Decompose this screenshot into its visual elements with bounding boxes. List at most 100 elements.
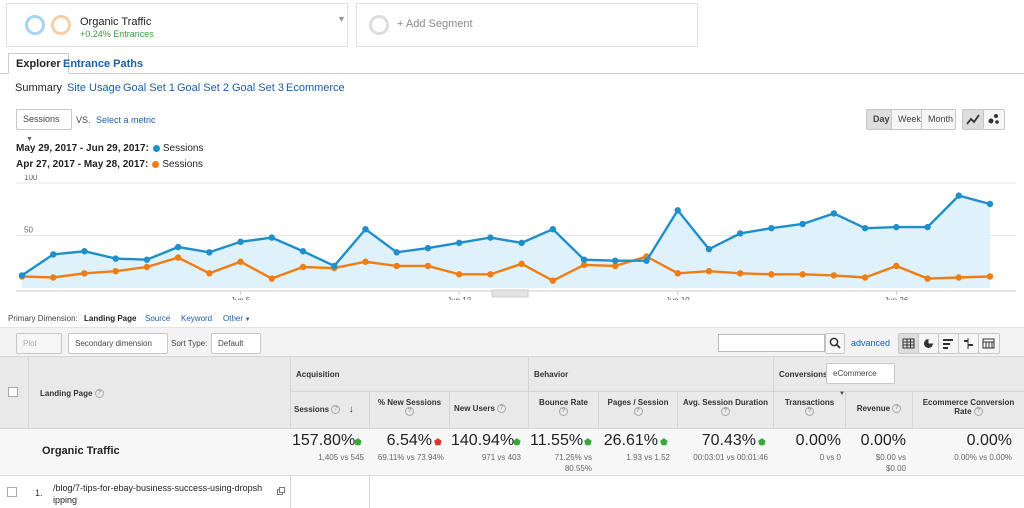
subnav-goal-set-2[interactable]: Goal Set 2 xyxy=(177,82,229,94)
select-all-checkbox[interactable] xyxy=(8,387,18,397)
subnav-site-usage[interactable]: Site Usage xyxy=(67,82,121,94)
data-point-previous xyxy=(549,277,557,284)
data-point-current xyxy=(924,223,931,231)
dimension-keyword[interactable]: Keyword xyxy=(181,314,213,323)
pivot-view-button[interactable] xyxy=(978,333,1000,354)
sort-type-label: Sort Type: xyxy=(171,339,208,348)
help-icon[interactable]: ? xyxy=(497,404,507,414)
granularity-week-button[interactable]: Week xyxy=(891,109,922,130)
subnav-goal-set-3[interactable]: Goal Set 3 xyxy=(232,82,284,94)
col-pages-session-label: Pages / Session xyxy=(607,398,669,407)
segment-organic-traffic[interactable]: Organic Traffic +0.24% Entrances ▼ xyxy=(6,3,348,47)
dimension-source[interactable]: Source xyxy=(145,314,171,323)
granularity-month-button[interactable]: Month xyxy=(921,109,956,130)
subnav-ecommerce[interactable]: Ecommerce xyxy=(286,82,345,94)
data-point-current xyxy=(674,207,681,214)
comparison-view-button[interactable] xyxy=(958,333,979,354)
data-point-previous xyxy=(736,270,744,277)
table-view-button[interactable] xyxy=(898,333,919,354)
granularity-day-button[interactable]: Day xyxy=(866,109,892,130)
data-point-current xyxy=(861,224,869,232)
row-number: 1. xyxy=(35,488,43,498)
plot-rows-button[interactable]: Plot Rows xyxy=(16,333,62,367)
dimension-other[interactable]: Other ▼ xyxy=(223,314,251,323)
col-landing-page[interactable]: Landing Page ? xyxy=(40,389,104,399)
advanced-link[interactable]: advanced xyxy=(851,338,891,348)
tab-entrance-paths[interactable]: Entrance Paths xyxy=(63,58,144,70)
chevron-down-icon[interactable]: ▼ xyxy=(337,14,346,24)
x-tick-label: Jun 19 xyxy=(666,296,691,300)
col-avg-session-duration[interactable]: Avg. Session Duration? xyxy=(678,398,773,417)
col-ecr-label: Ecommerce Conversion Rate xyxy=(922,398,1015,416)
chevron-down-icon: ▼ xyxy=(839,391,845,397)
secondary-dimension-select[interactable]: Secondary dimension ▼ xyxy=(68,333,168,367)
data-point-previous xyxy=(50,274,57,281)
y-tick-label: 100 xyxy=(24,175,38,182)
pie-view-button[interactable] xyxy=(918,333,939,354)
summary-duration-value: 70.43% xyxy=(701,432,756,449)
data-point-previous xyxy=(674,270,681,277)
help-icon[interactable]: ? xyxy=(405,407,414,417)
col-pages-session[interactable]: Pages / Session? xyxy=(599,398,677,417)
line-chart-button[interactable] xyxy=(962,109,984,130)
col-sessions[interactable]: Sessions ? ↓ xyxy=(294,404,366,415)
up-arrow-icon: ⬟ xyxy=(758,437,766,447)
sessions-line-chart: 100 50 Jun 5 Jun 12 Jun 19 Jun 26 xyxy=(16,175,1016,300)
search-icon xyxy=(829,337,841,349)
data-point-previous xyxy=(174,254,182,261)
col-new-users[interactable]: New Users ? xyxy=(454,404,526,414)
sort-type-select[interactable]: Default ▼ xyxy=(211,333,261,367)
summary-bounce-value: 11.55% xyxy=(530,432,584,449)
x-tick-label: Jun 26 xyxy=(884,296,909,300)
bar-list-icon xyxy=(943,339,953,349)
data-point-previous xyxy=(299,263,307,271)
summary-pages-value: 26.61% xyxy=(603,432,658,449)
help-icon[interactable]: ? xyxy=(721,407,730,417)
help-icon[interactable]: ? xyxy=(559,407,568,417)
table-search-input[interactable] xyxy=(718,334,825,352)
dimension-landing-page[interactable]: Landing Page xyxy=(84,314,137,323)
dimension-other-label: Other xyxy=(223,314,244,323)
help-icon[interactable]: ? xyxy=(331,405,341,415)
col-ecommerce-conversion-rate[interactable]: Ecommerce Conversion Rate ? xyxy=(913,398,1024,417)
col-new-sessions[interactable]: % New Sessions? xyxy=(370,398,449,417)
subnav-summary[interactable]: Summary xyxy=(15,82,63,94)
performance-view-button[interactable] xyxy=(938,333,959,354)
data-point-current xyxy=(893,223,900,231)
data-point-previous xyxy=(955,274,962,281)
add-segment-box[interactable]: + Add Segment xyxy=(356,3,698,47)
group-conversions: Conversions xyxy=(779,370,828,379)
col-transactions[interactable]: Transactions? xyxy=(774,398,845,417)
help-icon[interactable]: ? xyxy=(892,404,902,414)
up-arrow-icon: ⬟ xyxy=(513,437,521,447)
col-revenue[interactable]: Revenue ? xyxy=(846,404,912,414)
group-divider-line xyxy=(290,391,1024,392)
help-icon[interactable]: ? xyxy=(973,407,983,417)
summary-ecr-sub: 0.00% vs 0.00% xyxy=(954,453,1012,462)
motion-chart-button[interactable] xyxy=(983,109,1005,130)
conversions-select[interactable]: eCommerce ▼ xyxy=(826,363,895,397)
col-avg-session-duration-label: Avg. Session Duration xyxy=(682,398,769,407)
table-toolbar xyxy=(0,327,1024,357)
help-icon[interactable]: ? xyxy=(633,407,643,417)
primary-dimension-label: Primary Dimension: xyxy=(8,314,78,323)
external-link-icon[interactable] xyxy=(277,486,285,495)
subnav-goal-set-1[interactable]: Goal Set 1 xyxy=(123,82,175,94)
summary-sessions-sub: 1,405 vs 545 xyxy=(318,453,364,462)
table-search-button[interactable] xyxy=(825,333,845,354)
data-point-previous xyxy=(924,275,931,282)
select-metric-link[interactable]: Select a metric xyxy=(96,115,156,125)
segment-name: Organic Traffic xyxy=(80,16,152,28)
summary-transactions-sub: 0 vs 0 xyxy=(819,453,841,462)
summary-pages-sub: 1.93 vs 1.52 xyxy=(626,453,670,462)
row-checkbox[interactable] xyxy=(7,487,17,497)
metric-select[interactable]: Sessions ▼ xyxy=(16,109,72,143)
data-point-previous xyxy=(861,274,869,281)
col-bounce-rate[interactable]: Bounce Rate? xyxy=(529,398,598,417)
help-icon[interactable]: ? xyxy=(805,407,814,417)
tab-explorer[interactable]: Explorer xyxy=(8,53,69,74)
y-tick-label: 50 xyxy=(24,226,33,235)
help-icon[interactable]: ? xyxy=(94,389,104,399)
data-point-current xyxy=(580,256,588,263)
row-landing-page-link[interactable]: /blog/7-tips-for-ebay-business-success-u… xyxy=(53,482,279,506)
